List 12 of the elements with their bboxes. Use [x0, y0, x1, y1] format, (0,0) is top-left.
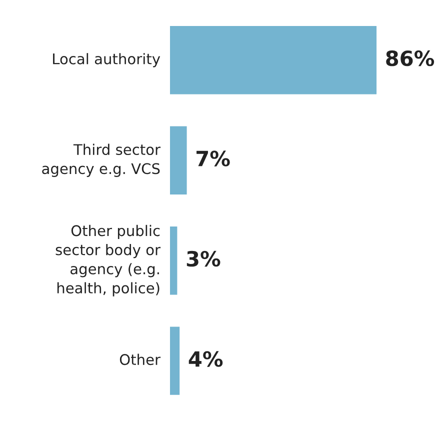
y-tick-label: Other	[120, 354, 161, 366]
y-tick-label: Third sector agency e.g. VCS	[42, 144, 161, 177]
data-label: 7%	[196, 150, 230, 166]
data-label: 4%	[188, 351, 223, 367]
bar	[170, 226, 178, 295]
bar	[170, 126, 187, 194]
bar	[170, 26, 377, 94]
y-tick-label: Local authority	[53, 53, 160, 68]
data-label: 86%	[386, 50, 434, 66]
y-tick-label: Other public sector body or agency (e.g. health, police)	[56, 224, 161, 296]
data-label: 3%	[186, 250, 220, 267]
bar	[170, 326, 180, 395]
